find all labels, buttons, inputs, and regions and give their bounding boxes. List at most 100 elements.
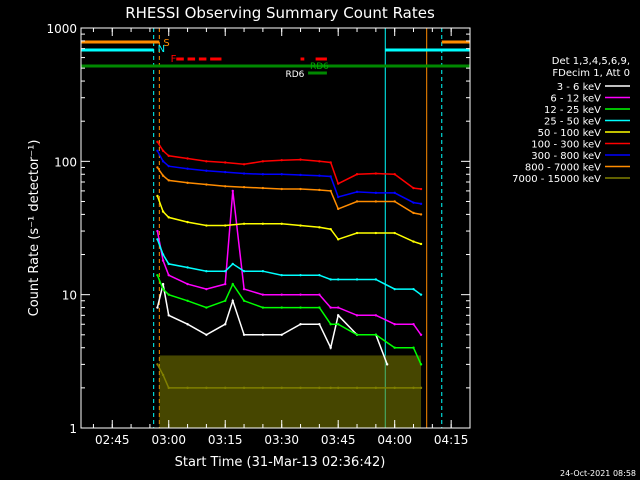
series-point — [412, 186, 415, 190]
series-point — [355, 173, 359, 176]
chart-title: RHESSI Observing Summary Count Rates — [125, 4, 435, 22]
y-axis-label: Count Rate (s⁻¹ detector⁻¹) — [27, 140, 42, 317]
series-point — [156, 273, 159, 277]
rd6-label-bottom: RD6 — [285, 70, 304, 80]
series-point — [329, 161, 332, 164]
series-point — [186, 167, 189, 170]
series-point — [242, 287, 246, 291]
series-point — [224, 161, 227, 164]
series-point — [299, 187, 302, 191]
series-point — [318, 226, 321, 229]
series-point — [329, 323, 332, 326]
series-point — [242, 185, 246, 189]
series-point — [419, 333, 423, 337]
series-point — [336, 195, 340, 199]
legend-entry-label: 25 - 50 keV — [544, 117, 601, 128]
legend-entry-label: 6 - 12 keV — [550, 94, 601, 105]
series-point — [242, 172, 246, 175]
series-point — [318, 273, 321, 277]
series-point — [336, 386, 340, 390]
series-point — [224, 224, 227, 227]
series-point — [419, 187, 423, 191]
series-point — [205, 160, 208, 163]
series-point — [205, 183, 208, 186]
series-point — [336, 238, 340, 241]
series-point — [261, 293, 265, 296]
series-point — [231, 299, 234, 302]
series-point — [205, 169, 208, 172]
series-point — [242, 386, 246, 390]
series-point — [318, 160, 321, 163]
y-tick-label: 1 — [69, 422, 77, 436]
series-point — [156, 306, 159, 309]
series-point — [205, 333, 208, 337]
series-point — [393, 200, 396, 203]
series-point — [280, 187, 283, 191]
series-point — [167, 154, 170, 158]
series-point — [156, 238, 159, 241]
series-point — [299, 386, 302, 390]
series-point — [161, 149, 165, 152]
series-point — [205, 287, 208, 291]
series-point — [355, 314, 359, 317]
series-point — [329, 227, 332, 231]
series-point — [355, 190, 359, 194]
series-point — [336, 314, 340, 317]
legend-entry-label: 100 - 300 keV — [531, 140, 601, 151]
series-point — [419, 386, 423, 390]
series-point — [393, 191, 396, 195]
series-point — [186, 323, 189, 326]
series-point — [355, 231, 359, 235]
series-point — [186, 282, 189, 286]
series-point — [318, 293, 321, 296]
series-point — [280, 306, 283, 309]
series-line-4 — [156, 195, 422, 245]
series-point — [261, 386, 265, 390]
series-point — [318, 306, 321, 309]
series-layer — [156, 140, 423, 390]
series-point — [393, 287, 396, 291]
series-point — [167, 273, 170, 277]
series-point — [336, 323, 340, 326]
series-point — [280, 273, 283, 277]
series-point — [224, 170, 227, 174]
series-point — [261, 222, 265, 226]
series-point — [261, 306, 265, 309]
legend-header: Det 1,3,4,5,6,9, — [552, 56, 630, 67]
series-point — [412, 323, 415, 326]
y-tick-label: 1000 — [46, 22, 77, 36]
x-tick-label: 04:15 — [434, 433, 469, 447]
series-point — [280, 293, 283, 296]
x-axis: 02:45 03:00 03:15 03:30 03:45 04:00 04:15 — [92, 28, 471, 447]
legend-entry-label: 3 - 6 keV — [557, 82, 601, 93]
flare-label: F — [171, 54, 177, 65]
series-point — [336, 278, 340, 281]
series-point — [419, 363, 423, 366]
series-point — [299, 158, 302, 161]
series-point — [186, 299, 189, 302]
series-point — [224, 269, 227, 273]
series-point — [161, 259, 165, 262]
series-point — [336, 207, 340, 211]
series-point — [224, 185, 227, 188]
series-point — [280, 173, 283, 176]
series-point — [355, 333, 359, 337]
series-point — [205, 306, 208, 309]
series-point — [205, 386, 208, 390]
series-point — [299, 173, 302, 177]
series-point — [412, 240, 415, 243]
saa-label: S — [163, 38, 169, 49]
series-point — [261, 173, 265, 176]
series-point — [419, 213, 423, 216]
series-point — [412, 346, 415, 349]
series-point — [374, 278, 378, 281]
series-point — [280, 386, 283, 390]
series-point — [299, 306, 302, 309]
series-point — [393, 173, 396, 176]
series-point — [156, 149, 159, 152]
series-point — [329, 386, 332, 390]
series-point — [393, 323, 396, 326]
series-point — [167, 179, 170, 182]
series-point — [299, 273, 302, 277]
series-point — [355, 200, 359, 203]
